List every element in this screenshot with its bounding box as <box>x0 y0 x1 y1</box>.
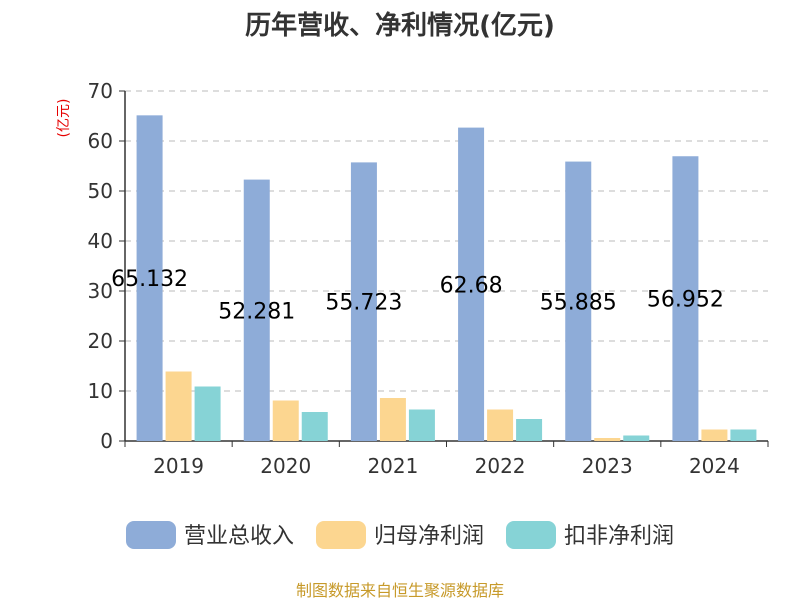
bar-2 <box>701 429 728 441</box>
legend[interactable]: 营业总收入 归母净利润 扣非净利润 <box>126 521 674 549</box>
bar-3 <box>194 386 221 441</box>
x-axis: 2019 2020 2021 2022 2023 2024 <box>124 440 769 478</box>
y-tick-label: 0 <box>100 429 113 453</box>
bar-1 <box>350 162 377 441</box>
legend-label: 扣非净利润 <box>564 524 674 549</box>
y-tick-label: 10 <box>88 379 113 403</box>
x-tick-label: 2021 <box>367 454 418 478</box>
bar-3 <box>730 429 757 441</box>
bar-2 <box>272 400 299 441</box>
data-label: 62.68 <box>440 273 503 298</box>
bar-1 <box>243 179 270 441</box>
bar-3 <box>623 435 650 441</box>
bar-1 <box>565 161 592 441</box>
data-labels: 65.132 52.281 55.723 62.68 55.885 56.952 <box>111 267 724 324</box>
y-axis: 0 10 20 30 40 50 60 70 <box>88 79 126 453</box>
data-label: 55.723 <box>325 291 402 316</box>
legend-swatch <box>316 521 366 549</box>
bar-2 <box>165 371 192 441</box>
legend-label: 营业总收入 <box>184 524 294 549</box>
bar-3 <box>516 419 543 441</box>
legend-item-1[interactable]: 营业总收入 <box>126 521 294 549</box>
bar-2 <box>594 438 621 441</box>
chart-title: 历年营收、净利情况(亿元) <box>245 10 555 41</box>
y-tick-label: 40 <box>88 229 113 253</box>
x-tick-label: 2022 <box>475 454 526 478</box>
bar-2 <box>487 409 514 441</box>
legend-swatch <box>506 521 556 549</box>
x-tick-label: 2024 <box>689 454 740 478</box>
x-tick-label: 2023 <box>582 454 633 478</box>
legend-label: 归母净利润 <box>374 524 484 549</box>
legend-item-3[interactable]: 扣非净利润 <box>506 521 674 549</box>
legend-swatch <box>126 521 176 549</box>
y-axis-unit-label: (亿元) <box>56 99 72 138</box>
data-label: 52.281 <box>218 299 295 324</box>
bar-3 <box>301 412 328 441</box>
bar-1 <box>458 127 485 441</box>
bars <box>136 115 757 442</box>
y-tick-label: 20 <box>88 329 113 353</box>
x-tick-label: 2020 <box>260 454 311 478</box>
bar-3 <box>408 409 435 441</box>
data-label: 65.132 <box>111 267 188 292</box>
y-tick-label: 30 <box>88 279 113 303</box>
bar-1 <box>136 115 163 441</box>
grid-lines <box>125 90 768 392</box>
data-label: 56.952 <box>647 288 724 313</box>
source-note: 制图数据来自恒生聚源数据库 <box>296 581 504 600</box>
bar-1 <box>672 156 699 442</box>
x-tick-label: 2019 <box>153 454 204 478</box>
y-tick-label: 60 <box>88 129 113 153</box>
y-tick-label: 70 <box>88 79 113 103</box>
y-tick-label: 50 <box>88 179 113 203</box>
data-label: 55.885 <box>540 290 617 315</box>
legend-item-2[interactable]: 归母净利润 <box>316 521 484 549</box>
bar-2 <box>379 398 406 441</box>
